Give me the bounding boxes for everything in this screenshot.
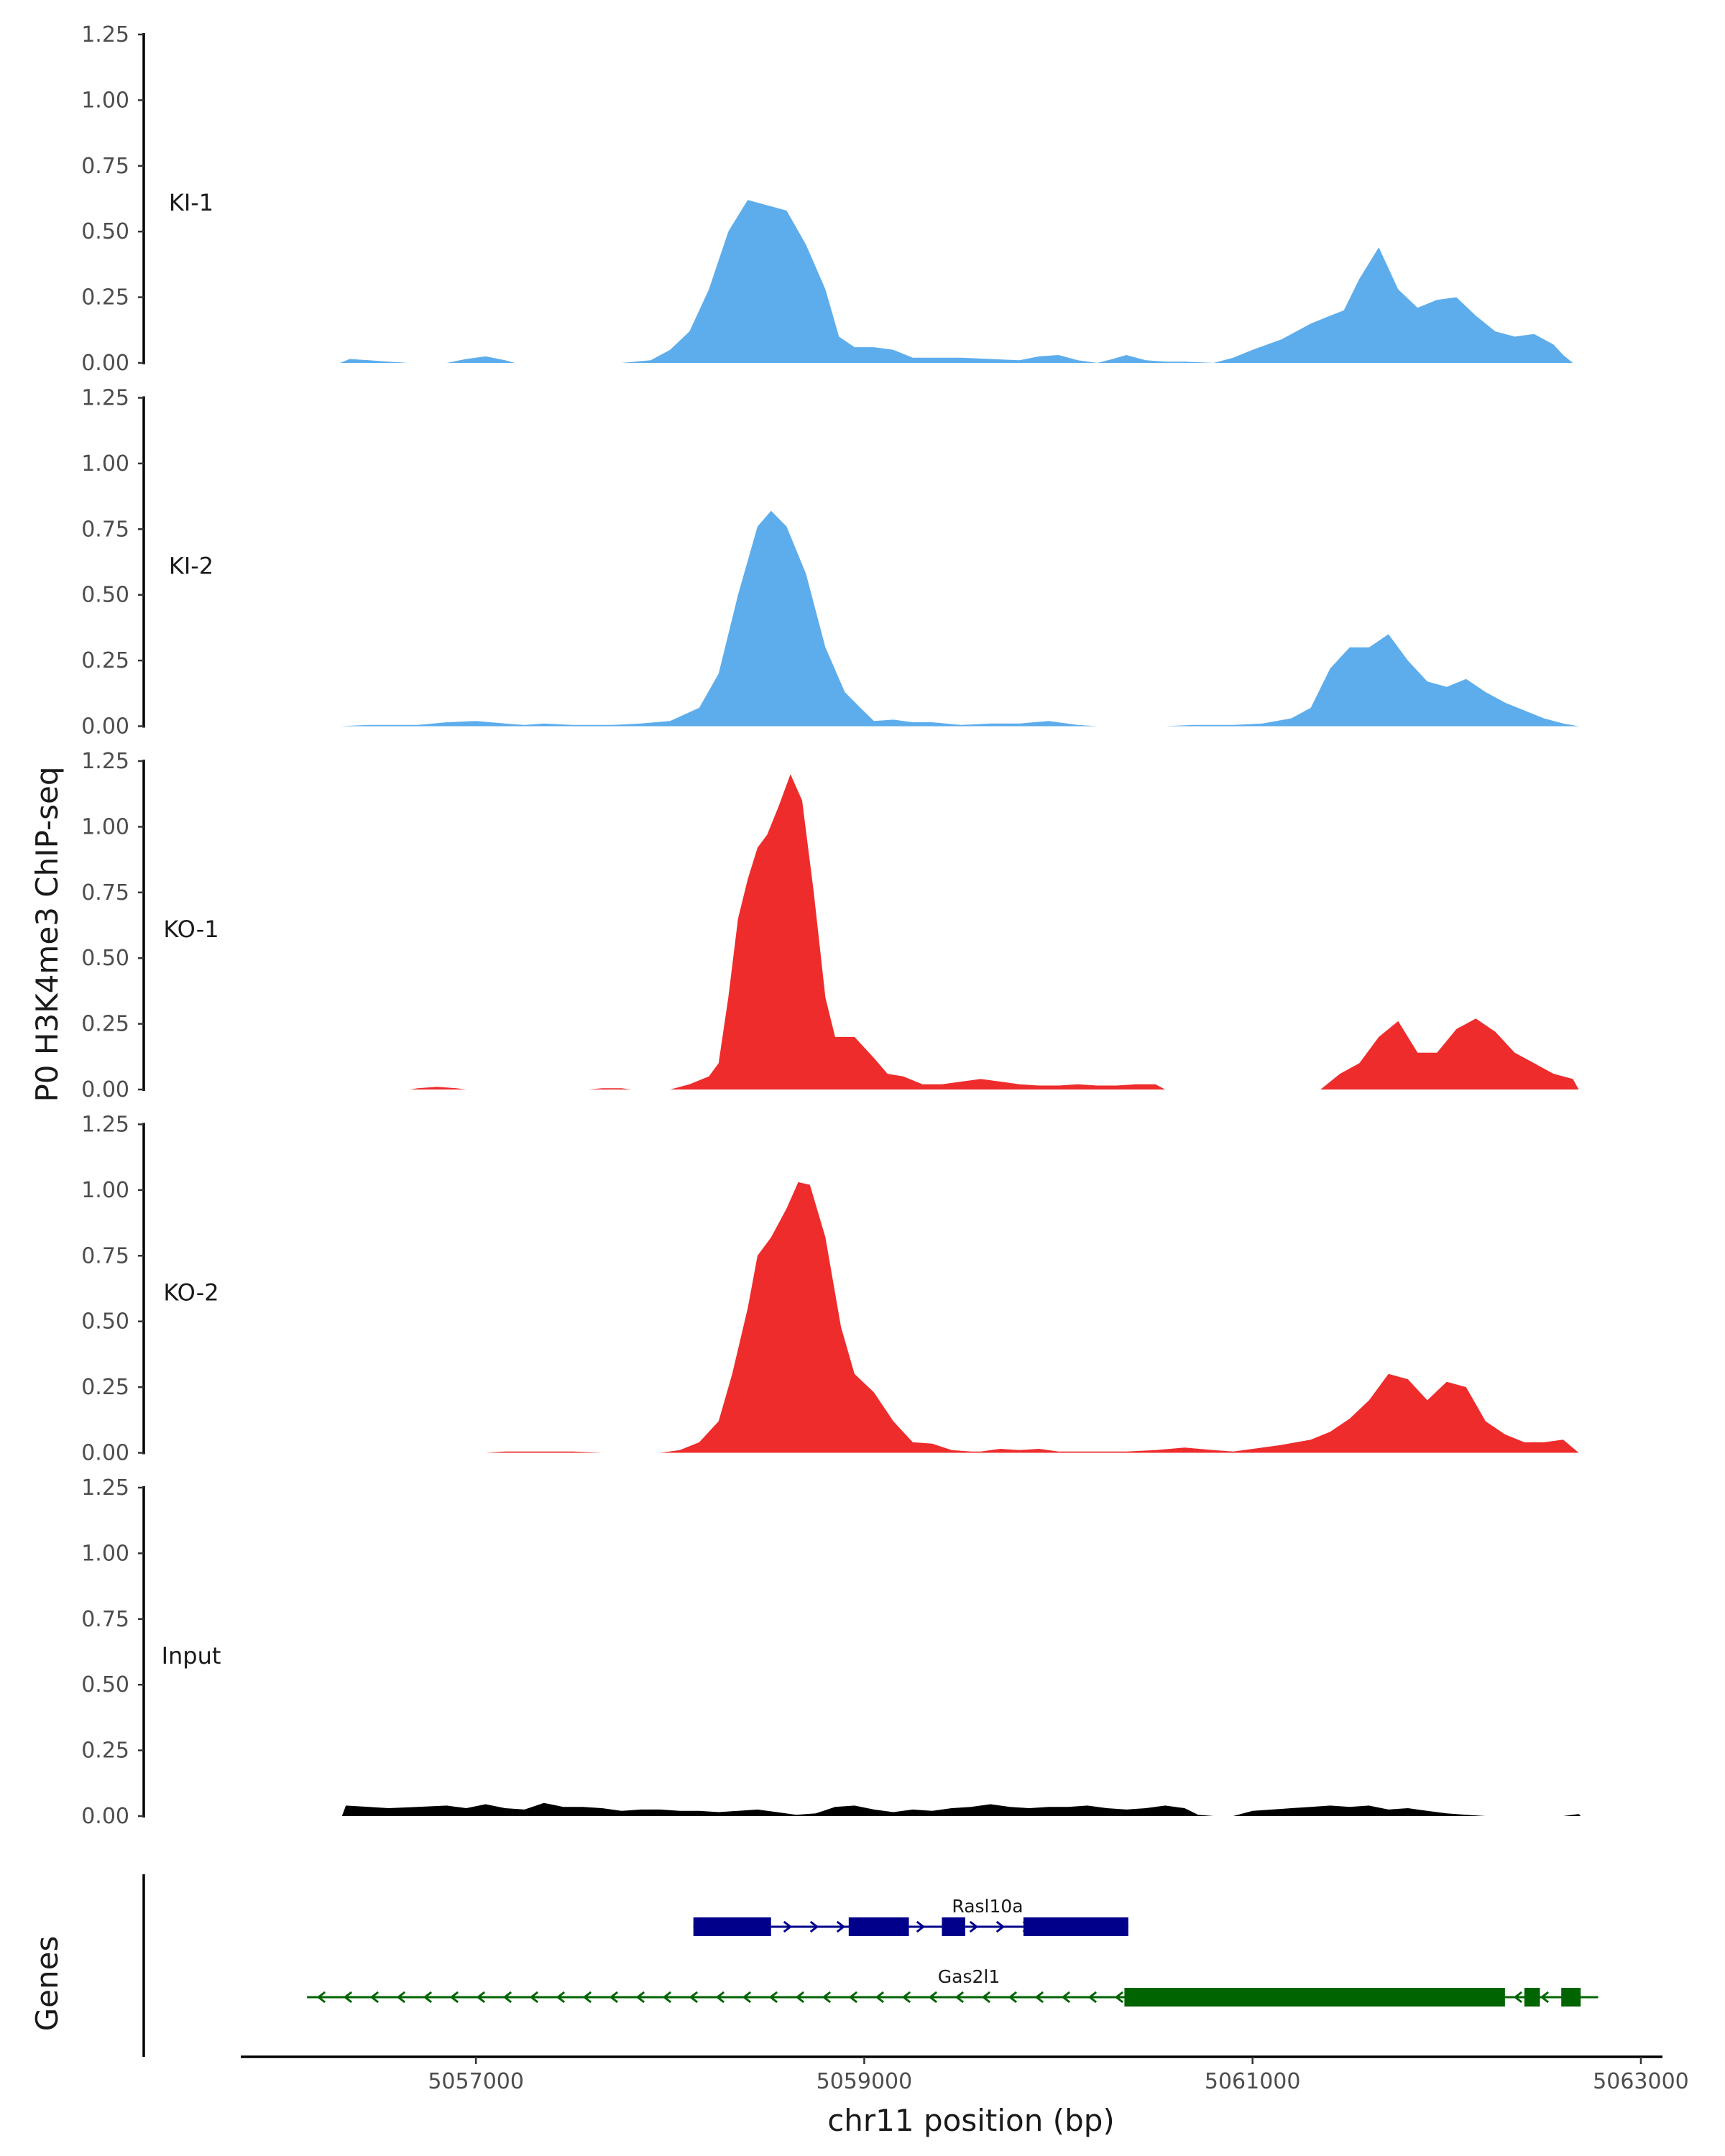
- signal-area-input: [341, 1802, 1581, 1816]
- y-tick-label: 0.25: [81, 648, 129, 673]
- y-tick-label: 0.75: [81, 154, 129, 179]
- track-label: Input: [162, 1642, 221, 1669]
- y-tick-label: 0.25: [81, 1012, 129, 1037]
- y-tick-label: 0.00: [81, 1077, 129, 1102]
- track-panel-ki-1: 0.00 0.25 0.50 0.75 1.00 1.25 KI-1: [81, 22, 1573, 376]
- y-tick-label: 0.75: [81, 517, 129, 542]
- y-tick-label: 0.00: [81, 351, 129, 376]
- y-tick-label: 1.25: [81, 1475, 129, 1501]
- track-panel-ki-2: 0.00 0.25 0.50 0.75 1.00 1.25 KI-2: [81, 386, 1579, 740]
- y-tick-label: 0.75: [81, 1243, 129, 1268]
- x-tick-label: 5061000: [1205, 2069, 1301, 2094]
- gene-exon: [848, 1917, 909, 1936]
- y-tick-label: 1.25: [81, 386, 129, 411]
- y-tick-label: 1.00: [81, 1541, 129, 1566]
- y-axis-title: P0 H3K4me3 ChIP-seq: [29, 766, 65, 1102]
- x-tick-label: 5057000: [428, 2069, 524, 2094]
- y-tick-label: 1.25: [81, 22, 129, 47]
- track-label: KO-1: [163, 916, 218, 943]
- signal-area-ko-1: [410, 774, 1579, 1089]
- track-panel-ko-1: 0.00 0.25 0.50 0.75 1.00 1.25 KO-1: [81, 749, 1579, 1102]
- y-tick-label: 1.25: [81, 749, 129, 774]
- y-tick-label: 0.25: [81, 1738, 129, 1764]
- track-label: KO-2: [163, 1279, 218, 1307]
- gene-name-label: Gas2l1: [938, 1966, 1000, 1987]
- y-tick-label: 1.00: [81, 1178, 129, 1203]
- gene-exon: [1023, 1917, 1128, 1936]
- track-panel-ko-2: 0.00 0.25 0.50 0.75 1.00 1.25 KO-2: [81, 1112, 1579, 1466]
- y-tick-label: 0.00: [81, 1441, 129, 1466]
- y-tick-label: 0.50: [81, 583, 129, 608]
- y-tick-label: 1.25: [81, 1112, 129, 1138]
- x-axis-title: chr11 position (bp): [827, 2103, 1115, 2138]
- signal-tracks: 0.00 0.25 0.50 0.75 1.00 1.25 KI-1 0.00 0.25 0.50…: [81, 22, 1581, 1829]
- y-tick-label: 0.50: [81, 1672, 129, 1697]
- x-tick-label: 5059000: [816, 2069, 913, 2094]
- signal-area-ki-2: [340, 510, 1579, 727]
- y-tick-label: 0.25: [81, 1375, 129, 1400]
- gene-exon: [1524, 1988, 1540, 2007]
- y-tick-label: 0.50: [81, 1309, 129, 1335]
- gene-exon: [1561, 1988, 1581, 2007]
- track-label: KI-2: [169, 553, 213, 580]
- y-tick-label: 0.00: [81, 714, 129, 740]
- gene-rasl10a: Rasl10a: [693, 1896, 1128, 1936]
- y-tick-label: 0.75: [81, 1607, 129, 1632]
- signal-area-ko-2: [485, 1181, 1579, 1453]
- gene-exon: [942, 1917, 965, 1936]
- genes-axis-title: Genes: [29, 1936, 65, 2032]
- y-tick-label: 0.50: [81, 219, 129, 244]
- track-panel-input: 0.00 0.25 0.50 0.75 1.00 1.25 Input: [81, 1475, 1581, 1829]
- y-tick-label: 0.00: [81, 1804, 129, 1829]
- y-tick-label: 0.50: [81, 946, 129, 971]
- x-axis: 5057000 5059000 5061000 5063000: [241, 2055, 1689, 2094]
- y-tick-label: 0.75: [81, 880, 129, 906]
- gene-exon: [693, 1917, 771, 1936]
- x-tick-label: 5063000: [1593, 2069, 1689, 2094]
- track-label: KI-1: [169, 189, 213, 216]
- signal-area-ki-1: [340, 200, 1573, 363]
- gene-annotation-track: Rasl10a Gas2l1: [142, 1874, 1598, 2057]
- gene-exon: [1124, 1988, 1505, 2007]
- y-tick-label: 1.00: [81, 451, 129, 476]
- y-tick-label: 1.00: [81, 88, 129, 113]
- y-tick-label: 1.00: [81, 814, 129, 839]
- y-tick-label: 0.25: [81, 285, 129, 310]
- gene-gas2l1: Gas2l1: [307, 1966, 1598, 2007]
- gene-name-label: Rasl10a: [952, 1896, 1023, 1917]
